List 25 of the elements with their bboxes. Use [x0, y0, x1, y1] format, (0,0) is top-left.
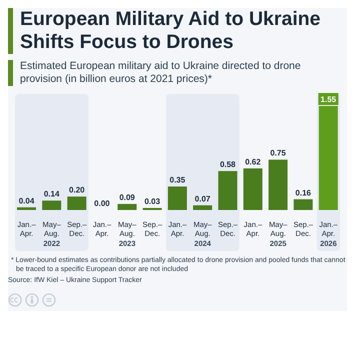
data-label: 0.35: [170, 176, 186, 185]
data-label: 0.62: [245, 157, 262, 166]
data-label: 0.00: [94, 199, 110, 208]
bar: [67, 196, 86, 210]
data-label: 0.09: [119, 192, 136, 202]
bar: [294, 199, 313, 210]
data-label: 0.16: [295, 188, 312, 198]
chart-subtitle: Estimated European military aid to Ukraine directed to drone provision (in billion euros at 2021 prices)*: [20, 60, 302, 86]
data-label: 0.58: [220, 160, 236, 170]
bar: [17, 207, 36, 210]
bar: [268, 160, 288, 210]
bar: [42, 200, 62, 210]
bar: [118, 204, 137, 210]
data-label: 0.03: [144, 196, 161, 206]
bar: [218, 171, 238, 210]
bar: [193, 205, 212, 210]
data-label: 1.55: [320, 95, 337, 104]
data-label: 0.75: [270, 148, 286, 158]
bar: [168, 186, 187, 210]
bar: [243, 168, 262, 210]
data-label: 0.04: [18, 196, 35, 206]
data-label: 0.14: [44, 190, 60, 199]
data-label: 0.20: [69, 186, 86, 195]
chart-title: European Military Aid to Ukraine Shifts Focus to Drones: [20, 8, 322, 54]
data-label: 0.07: [194, 194, 211, 204]
